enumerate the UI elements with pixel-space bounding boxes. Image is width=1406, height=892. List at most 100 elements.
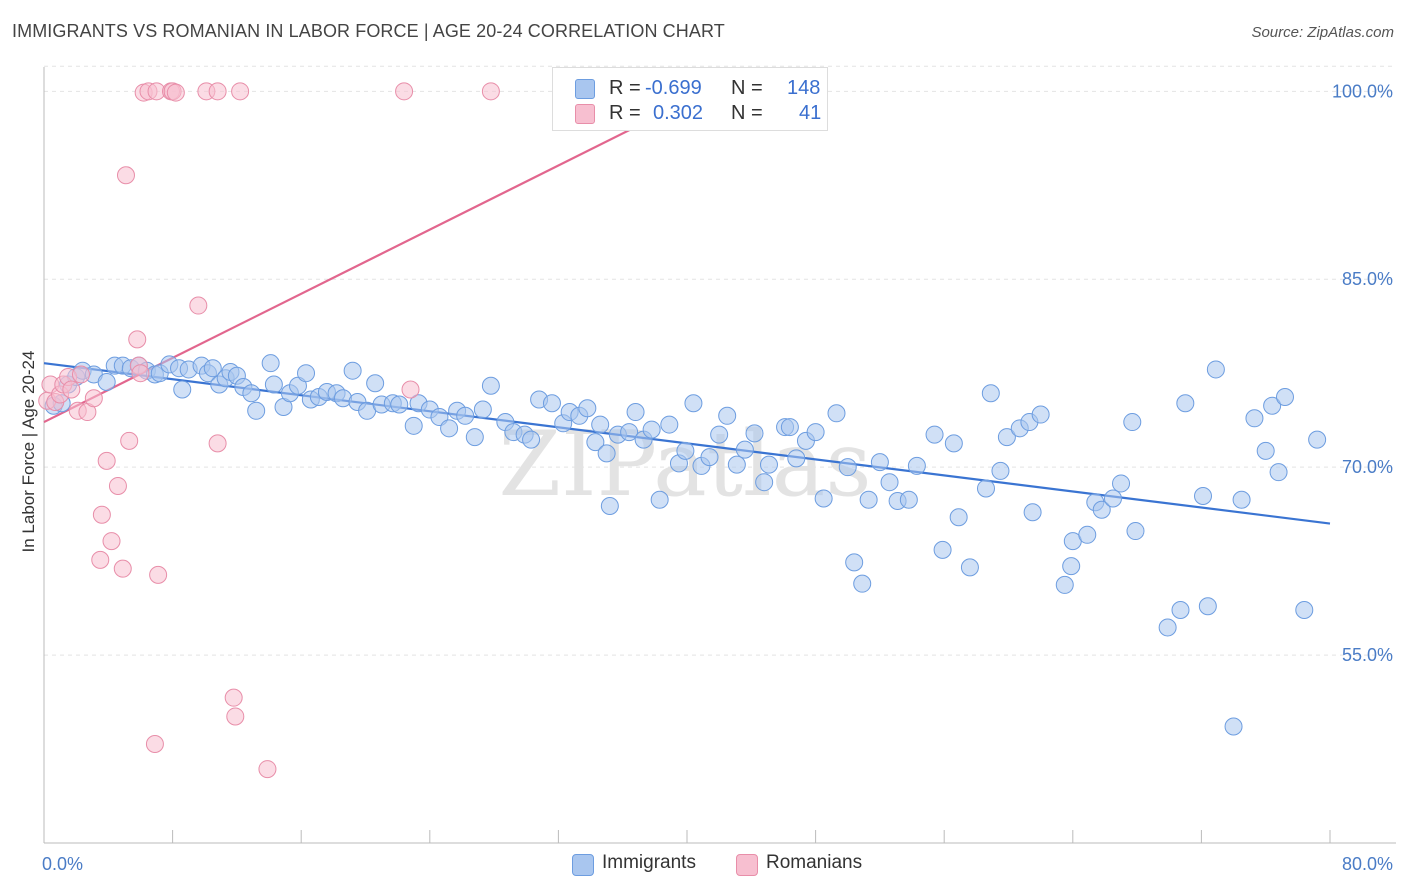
immigrants-point bbox=[1031, 405, 1050, 424]
immigrants-point bbox=[465, 428, 484, 447]
romanians-point bbox=[116, 166, 135, 185]
immigrants-point bbox=[727, 455, 746, 474]
immigrants-point bbox=[1055, 575, 1074, 594]
x-tick-label: 80.0% bbox=[1342, 854, 1393, 874]
immigrants-point bbox=[684, 394, 703, 413]
axes bbox=[43, 67, 1396, 844]
immigrants-point bbox=[933, 540, 952, 559]
immigrants-point bbox=[660, 415, 679, 434]
stats-legend: R = -0.699 N = 148 R = 0.302 N = 41 bbox=[552, 67, 828, 131]
romanians-point bbox=[166, 83, 185, 102]
immigrants-point bbox=[976, 479, 995, 498]
immigrants-point bbox=[827, 404, 846, 423]
immigrants-point bbox=[1158, 618, 1177, 637]
immigrants-point bbox=[997, 428, 1016, 447]
chart-title: IMMIGRANTS VS ROMANIAN IN LABOR FORCE | … bbox=[12, 21, 725, 41]
romanians-point bbox=[224, 688, 243, 707]
immigrants-point bbox=[960, 558, 979, 577]
romanians-point bbox=[189, 296, 208, 315]
immigrants-point bbox=[870, 453, 889, 472]
immigrants-point bbox=[944, 434, 963, 453]
immigrants-point bbox=[700, 448, 719, 467]
immigrants-point bbox=[1123, 413, 1142, 432]
immigrants-point bbox=[473, 400, 492, 419]
immigrants-point bbox=[1176, 394, 1195, 413]
immigrants-point bbox=[261, 354, 280, 373]
romanians-point bbox=[128, 330, 147, 349]
immigrants-point bbox=[642, 420, 661, 439]
immigrants-point bbox=[853, 574, 872, 593]
immigrants-point bbox=[1232, 490, 1251, 509]
immigrants-point bbox=[759, 455, 778, 474]
immigrants-point bbox=[1198, 597, 1217, 616]
immigrants-point bbox=[440, 419, 459, 438]
immigrants-point bbox=[578, 399, 597, 418]
gridlines bbox=[44, 65, 1396, 656]
romanians-point bbox=[208, 434, 227, 453]
romanians-point bbox=[113, 559, 132, 578]
legend-label: Romanians bbox=[766, 852, 863, 873]
immigrants-point bbox=[1112, 474, 1131, 493]
immigrants-point bbox=[755, 473, 774, 492]
r-label: R = bbox=[609, 102, 641, 124]
immigrants-point bbox=[597, 444, 616, 463]
romanians-point bbox=[92, 505, 111, 524]
immigrants-point bbox=[880, 473, 899, 492]
romanians-point bbox=[149, 565, 168, 584]
immigrants-point bbox=[1245, 409, 1264, 428]
immigrants-point bbox=[1263, 396, 1282, 415]
romanians-point bbox=[91, 550, 110, 569]
immigrants-point bbox=[859, 490, 878, 509]
immigrants-point bbox=[1308, 430, 1327, 449]
immigrants-point bbox=[542, 394, 561, 413]
immigrants-point bbox=[1295, 600, 1314, 619]
romanians-point bbox=[62, 380, 81, 399]
r-value: -0.699 bbox=[645, 77, 702, 99]
romanians-point bbox=[145, 735, 164, 754]
immigrants-point bbox=[991, 461, 1010, 480]
x-tick-label: 0.0% bbox=[42, 854, 83, 874]
immigrants-point bbox=[390, 395, 409, 414]
immigrants-point bbox=[814, 489, 833, 508]
legend-label: Immigrants bbox=[602, 852, 696, 873]
romanians-point bbox=[84, 389, 103, 408]
immigrants-point bbox=[1092, 500, 1111, 519]
immigrants-point bbox=[1171, 600, 1190, 619]
immigrants-point bbox=[586, 433, 605, 452]
romanians-point bbox=[395, 82, 414, 101]
immigrants-point bbox=[1256, 441, 1275, 460]
romanians-point bbox=[102, 532, 121, 551]
immigrants-point bbox=[780, 418, 799, 437]
r-value: 0.302 bbox=[653, 102, 704, 124]
romanians-point bbox=[131, 364, 150, 383]
romanians-point bbox=[208, 82, 227, 101]
romanians-point bbox=[97, 451, 116, 470]
n-label: N = bbox=[731, 77, 763, 99]
immigrants-point bbox=[745, 424, 764, 443]
y-axis-label: In Labor Force | Age 20-24 bbox=[19, 351, 38, 553]
immigrants-point bbox=[1062, 557, 1081, 576]
immigrants-point bbox=[456, 406, 475, 425]
immigrants-point bbox=[264, 375, 283, 394]
romanians-point bbox=[120, 431, 139, 450]
immigrants-point bbox=[806, 423, 825, 442]
immigrants-point bbox=[626, 403, 645, 422]
n-value: 148 bbox=[787, 77, 821, 99]
immigrants-point bbox=[1269, 463, 1288, 482]
immigrants-point bbox=[1275, 388, 1294, 407]
immigrants-point bbox=[718, 406, 737, 425]
y-tick-label: 100.0% bbox=[1332, 81, 1393, 101]
immigrants-point bbox=[949, 508, 968, 527]
data-points bbox=[38, 82, 1327, 779]
romanians-point bbox=[71, 365, 90, 384]
immigrants-point bbox=[650, 490, 669, 509]
romanians-point bbox=[226, 707, 245, 726]
immigrants-point bbox=[1023, 503, 1042, 522]
immigrants-point bbox=[173, 380, 192, 399]
r-label: R = bbox=[609, 77, 641, 99]
romanians-point bbox=[258, 760, 277, 779]
tick-labels: 55.0% 70.0% 85.0% 100.0% 0.0% 80.0% In Labor F… bbox=[19, 81, 1393, 874]
immigrants-point bbox=[1103, 489, 1122, 508]
romanians-point bbox=[481, 82, 500, 101]
immigrants-point bbox=[981, 384, 1000, 403]
